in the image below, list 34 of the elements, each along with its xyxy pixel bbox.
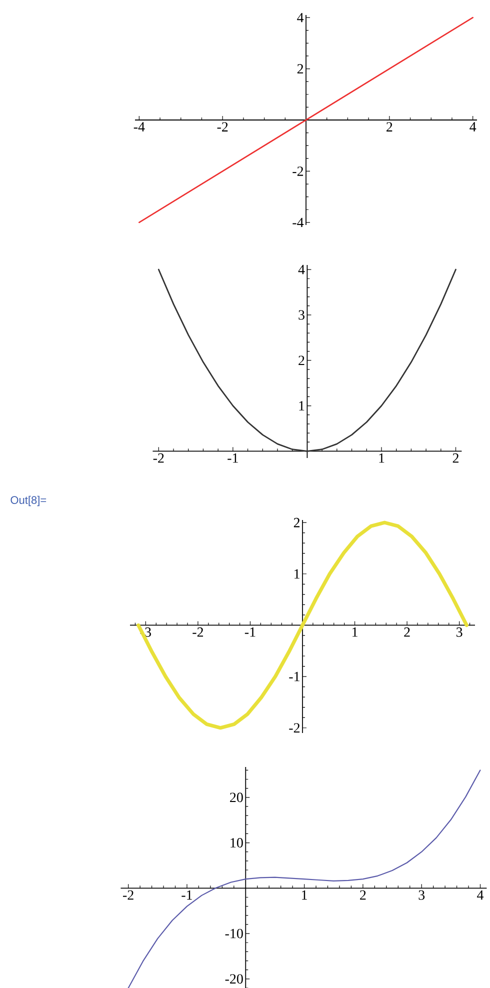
y-tick-label: -20 <box>225 974 243 984</box>
text: Out[8]= <box>10 496 46 506</box>
y-tick-label: 4 <box>297 12 304 22</box>
y-tick-label: 1 <box>294 569 300 579</box>
x-tick-label: 4 <box>470 122 476 132</box>
x-tick-label: 3 <box>418 890 425 900</box>
x-tick-label: -1 <box>182 890 192 900</box>
y-tick-label: -2 <box>292 166 304 176</box>
y-tick-label: 4 <box>298 264 305 274</box>
y-tick-label: 3 <box>298 310 304 320</box>
y-tick-label: 10 <box>230 838 243 848</box>
x-tick-label: 2 <box>452 453 458 463</box>
y-tick-label: 2 <box>294 518 300 528</box>
x-tick-label: 1 <box>352 627 358 637</box>
y-tick-label: -1 <box>289 672 300 682</box>
y-tick-label: 20 <box>230 792 243 802</box>
x-tick-label: 4 <box>477 890 484 900</box>
x-tick-label: 2 <box>404 627 410 637</box>
y-tick-label: 2 <box>298 356 304 365</box>
y-tick-label: 2 <box>297 64 304 74</box>
x-tick-label: -1 <box>244 627 256 637</box>
y-tick-label: -10 <box>225 928 243 938</box>
x-tick-label: -4 <box>134 122 145 132</box>
x-tick-label: 1 <box>379 453 384 463</box>
y-tick-label: -2 <box>289 723 300 732</box>
x-tick-label: -2 <box>123 890 134 900</box>
x-tick-label: 3 <box>456 627 462 637</box>
x-tick-label: 2 <box>386 122 392 132</box>
x-tick-label: -2 <box>217 122 228 132</box>
x-tick-label: 2 <box>360 890 366 900</box>
x-tick-label: -2 <box>192 627 204 637</box>
y-tick-label: -4 <box>292 218 304 228</box>
x-tick-label: -2 <box>153 453 164 463</box>
y-tick-label: 1 <box>299 401 304 410</box>
